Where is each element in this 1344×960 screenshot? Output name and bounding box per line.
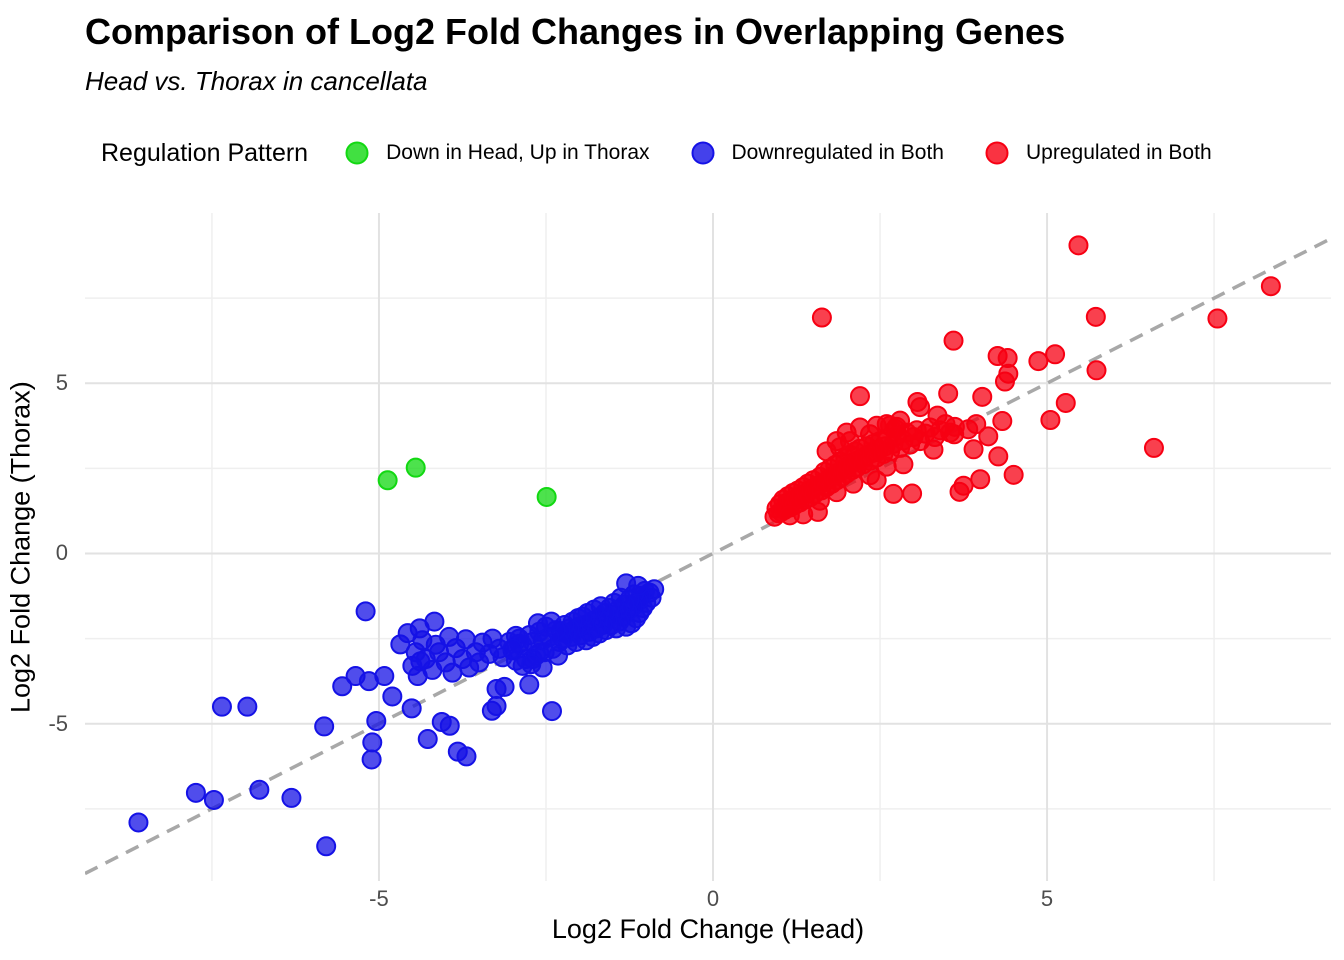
data-point bbox=[405, 642, 426, 663]
y-axis-tick-labels: -5 0 5 bbox=[0, 213, 68, 881]
y-tick-label: 0 bbox=[55, 540, 68, 566]
data-point bbox=[883, 483, 904, 504]
data-point bbox=[1260, 276, 1281, 297]
data-point bbox=[374, 666, 395, 687]
data-point bbox=[1055, 392, 1076, 413]
data-point bbox=[281, 787, 302, 808]
y-axis-title: Log2 Fold Change (Thorax) bbox=[5, 381, 36, 713]
legend-item-label: Upregulated in Both bbox=[1026, 141, 1212, 164]
data-point bbox=[486, 695, 507, 716]
data-point bbox=[439, 715, 460, 736]
data-point bbox=[405, 457, 426, 478]
data-point bbox=[249, 779, 270, 800]
data-point bbox=[988, 446, 1009, 467]
data-point bbox=[424, 611, 445, 632]
data-point bbox=[521, 654, 542, 675]
data-point bbox=[237, 696, 258, 717]
data-point bbox=[382, 686, 403, 707]
legend-key-dot-icon bbox=[691, 141, 715, 165]
data-point bbox=[456, 746, 477, 767]
legend-key-dot-icon bbox=[345, 141, 369, 165]
data-point bbox=[390, 634, 411, 655]
data-point bbox=[548, 645, 569, 666]
x-tick-label: 0 bbox=[706, 886, 720, 911]
x-axis-title: Log2 Fold Change (Head) bbox=[551, 914, 865, 944]
data-point bbox=[1068, 235, 1089, 256]
legend-key-dot-icon bbox=[985, 141, 1009, 165]
data-point bbox=[128, 812, 149, 833]
data-point bbox=[893, 454, 914, 475]
data-point bbox=[970, 469, 991, 490]
data-point bbox=[1207, 308, 1228, 329]
data-point bbox=[1040, 410, 1061, 431]
legend-items: Down in Head, Up in Thorax Downregulated … bbox=[344, 140, 1212, 166]
data-point bbox=[944, 416, 965, 437]
data-point bbox=[211, 696, 232, 717]
data-point bbox=[949, 481, 970, 502]
data-point bbox=[536, 486, 557, 507]
chart-subtitle: Head vs. Thorax in cancellata bbox=[85, 66, 428, 96]
data-point bbox=[910, 397, 931, 418]
legend-item: Downregulated in Both bbox=[690, 140, 944, 166]
data-point bbox=[963, 439, 984, 460]
chart-title: Comparison of Log2 Fold Changes in Overl… bbox=[85, 11, 1066, 52]
data-point bbox=[362, 732, 383, 753]
data-point bbox=[502, 638, 523, 659]
data-point bbox=[366, 710, 387, 731]
data-point bbox=[316, 836, 337, 857]
data-point bbox=[1045, 344, 1066, 365]
data-point bbox=[203, 789, 224, 810]
data-point bbox=[826, 482, 847, 503]
data-point bbox=[417, 729, 438, 750]
data-point bbox=[439, 626, 460, 647]
y-tick-label: 5 bbox=[55, 370, 68, 396]
data-point bbox=[994, 371, 1015, 392]
data-point bbox=[527, 613, 548, 634]
data-point bbox=[1143, 437, 1164, 458]
x-tick-label: 5 bbox=[1040, 886, 1054, 911]
data-point bbox=[779, 505, 800, 526]
data-point bbox=[809, 490, 830, 511]
data-point bbox=[332, 676, 353, 697]
data-point bbox=[455, 629, 476, 650]
data-point bbox=[923, 439, 944, 460]
legend-item-label: Down in Head, Up in Thorax bbox=[386, 141, 650, 164]
data-point bbox=[355, 601, 376, 622]
x-tick-label: -5 bbox=[369, 886, 389, 911]
data-point bbox=[494, 676, 515, 697]
identity-line bbox=[85, 236, 1331, 876]
data-point bbox=[843, 473, 864, 494]
legend-title: Regulation Pattern bbox=[101, 138, 309, 167]
data-point bbox=[992, 411, 1013, 432]
data-point bbox=[811, 307, 832, 328]
data-point bbox=[972, 386, 993, 407]
plot-panel bbox=[85, 213, 1331, 881]
data-point bbox=[866, 470, 887, 491]
legend-item: Upregulated in Both bbox=[984, 140, 1212, 166]
data-point bbox=[902, 483, 923, 504]
data-point bbox=[519, 674, 540, 695]
data-point bbox=[361, 749, 382, 770]
y-tick-label: -5 bbox=[48, 710, 68, 736]
data-point bbox=[938, 383, 959, 404]
data-point bbox=[849, 386, 870, 407]
data-point bbox=[978, 426, 999, 447]
data-point bbox=[541, 701, 562, 722]
data-point bbox=[1086, 360, 1107, 381]
data-point bbox=[401, 698, 422, 719]
data-point bbox=[185, 782, 206, 803]
data-point bbox=[628, 575, 649, 596]
legend: Regulation Pattern Down in Head, Up in T… bbox=[101, 132, 1212, 174]
data-point bbox=[377, 470, 398, 491]
x-axis-tick-labels: -5 0 5 bbox=[85, 886, 1331, 912]
legend-item-label: Downregulated in Both bbox=[731, 141, 944, 164]
legend-item: Down in Head, Up in Thorax bbox=[344, 140, 650, 166]
data-point bbox=[314, 716, 335, 737]
data-point bbox=[1003, 464, 1024, 485]
data-point bbox=[1085, 306, 1106, 327]
data-point bbox=[943, 330, 964, 351]
data-point bbox=[1028, 351, 1049, 372]
